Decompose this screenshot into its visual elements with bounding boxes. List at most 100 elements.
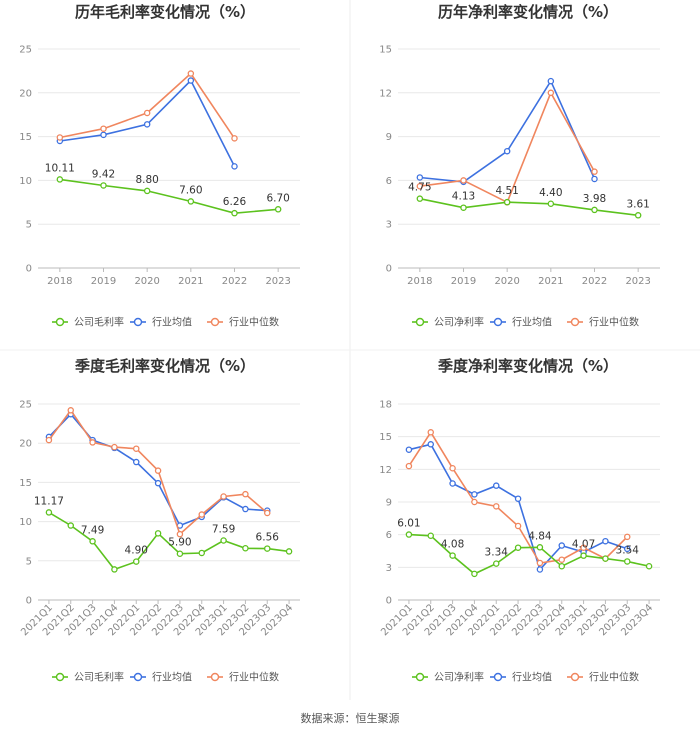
data-point	[231, 209, 238, 217]
legend-label: 行业均值	[152, 671, 192, 684]
legend-label: 公司净利率	[434, 316, 484, 329]
series-line-0	[59, 178, 279, 215]
data-label: 4.13	[452, 191, 475, 203]
data-point	[547, 77, 555, 85]
data-point	[427, 429, 434, 436]
x-tick-label: 2022	[222, 276, 247, 287]
data-point	[89, 439, 96, 446]
data-point	[449, 480, 456, 487]
x-tick-label: 2019	[451, 276, 476, 287]
legend-label: 行业均值	[152, 316, 192, 329]
data-point	[154, 467, 162, 474]
y-tick-label: 15	[19, 478, 32, 489]
data-point	[231, 163, 238, 170]
data-point	[56, 134, 64, 141]
data-point	[405, 462, 413, 470]
data-point	[547, 89, 555, 97]
data-label: 4.40	[539, 187, 562, 199]
data-point	[67, 407, 75, 414]
data-point	[492, 560, 500, 567]
data-point	[536, 559, 544, 567]
chart-1: 历年毛利率变化情况（%） 0 5 10 15 20 25 2018 2019 2020 2021 20…	[19, 3, 300, 329]
data-point	[471, 491, 478, 498]
data-point	[536, 566, 544, 573]
data-point	[187, 77, 195, 84]
series-line-0	[408, 533, 650, 575]
data-point	[471, 498, 478, 506]
legend-item: 行业中位数	[567, 316, 639, 329]
data-point	[231, 135, 238, 142]
x-tick-label: 2018	[47, 276, 72, 287]
y-tick-label: 3	[386, 563, 392, 574]
legend-item: 行业均值	[490, 671, 552, 684]
legend-item: 行业均值	[130, 316, 192, 329]
legend-marker	[570, 317, 580, 327]
data-point	[536, 544, 544, 551]
data-label: 6.01	[397, 518, 420, 530]
data-label: 10.11	[45, 162, 75, 174]
data-point	[56, 176, 64, 183]
data-point	[580, 544, 587, 551]
legend-item: 行业中位数	[207, 671, 279, 684]
legend-label: 公司净利率	[434, 671, 484, 684]
data-point	[242, 545, 249, 552]
chart-4: 季度净利率变化情况（%）03691215182021Q12021Q22021Q3…	[379, 357, 660, 684]
data-point	[100, 182, 107, 189]
data-point	[460, 204, 467, 211]
x-tick-label: 2019	[91, 276, 116, 287]
data-point	[503, 198, 511, 206]
y-tick-label: 25	[19, 45, 32, 56]
data-point	[591, 175, 598, 183]
y-tick-label: 5	[26, 556, 32, 567]
data-point	[220, 493, 227, 500]
data-point	[460, 177, 467, 184]
data-point	[89, 538, 96, 545]
y-tick-label: 10	[19, 176, 32, 187]
data-point	[624, 558, 631, 565]
chart-2: 历年净利率变化情况（%） 0 3 6 9 12 15 2018 2019 2020 2021 2022…	[379, 3, 660, 329]
legend-item: 公司净利率	[412, 671, 484, 684]
legend-marker	[493, 672, 503, 682]
y-tick-label: 18	[379, 400, 392, 411]
legend-marker	[133, 317, 143, 327]
x-tick-label: 2020	[134, 276, 159, 287]
legend-label: 行业均值	[512, 316, 552, 329]
series-line-0	[419, 197, 639, 217]
data-point	[591, 206, 598, 214]
data-point	[547, 200, 555, 208]
data-point	[580, 552, 587, 559]
data-label: 3.34	[485, 547, 509, 559]
data-point	[220, 537, 227, 544]
y-tick-label: 15	[19, 132, 32, 143]
data-point	[285, 548, 293, 555]
y-tick-label: 15	[379, 45, 392, 56]
data-point	[111, 443, 118, 451]
legend-marker	[55, 672, 65, 682]
data-point	[143, 109, 151, 117]
legend-marker	[570, 672, 580, 682]
data-point	[242, 490, 249, 498]
legend-marker	[493, 317, 503, 327]
data-label: 3.54	[616, 544, 640, 556]
data-point	[263, 545, 271, 552]
legend-marker	[210, 672, 220, 682]
chart-title: 季度毛利率变化情况（%）	[75, 357, 255, 375]
data-point	[624, 545, 631, 553]
data-point	[449, 552, 456, 559]
chart-title: 历年净利率变化情况（%）	[438, 3, 618, 21]
data-point	[187, 198, 195, 205]
data-point	[154, 530, 162, 537]
y-tick-label: 0	[26, 596, 32, 607]
data-point	[242, 505, 249, 513]
data-point	[176, 530, 184, 538]
data-point	[558, 556, 566, 563]
data-point	[514, 495, 522, 502]
legend-item: 行业中位数	[567, 671, 639, 684]
y-tick-label: 0	[26, 264, 32, 275]
data-point	[514, 522, 522, 530]
legend-item: 公司毛利率	[52, 671, 124, 684]
legend-item: 行业中位数	[207, 316, 279, 329]
data-point	[602, 537, 609, 545]
